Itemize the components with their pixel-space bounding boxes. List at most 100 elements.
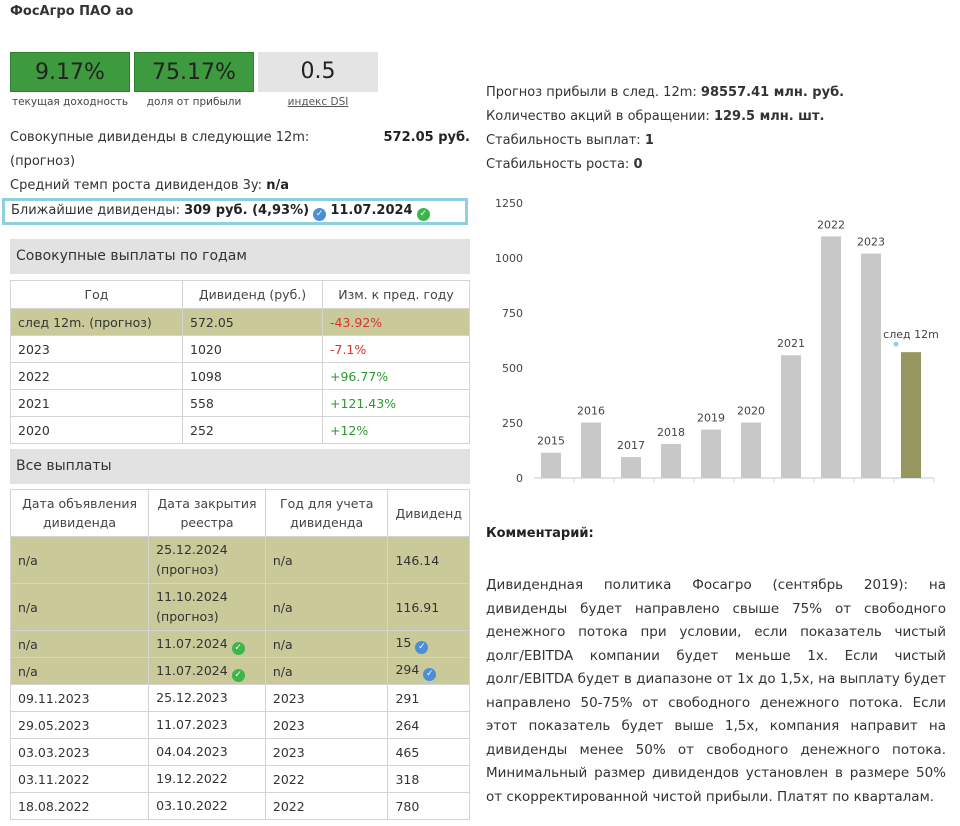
- payment-dividend-cell: 15 ✓: [387, 630, 470, 658]
- payment-close-date: 11.07.2024: [156, 662, 228, 678]
- bar-category-label: 2015: [537, 435, 565, 448]
- payment-announce-date: n/a: [9, 630, 150, 658]
- payment-row: 09.11.2023 25.12.2023 2023 291: [9, 684, 470, 712]
- growth-line: Средний темп роста дивидендов 3y: n/a: [10, 178, 289, 193]
- yearly-dividend: 572.05: [182, 308, 323, 336]
- chart-bar: [661, 443, 681, 478]
- payment-year: n/a: [264, 630, 389, 658]
- profit-value: 98557.41 млн. руб.: [700, 85, 845, 100]
- yearly-row: 2023 1020 -7.1%: [10, 335, 470, 363]
- payment-announce-date: 18.08.2022: [9, 792, 150, 820]
- payment-dividend: 264: [395, 717, 420, 733]
- payment-close-date: 25.12.2023: [156, 690, 228, 705]
- info-check-icon[interactable]: ✓: [423, 667, 437, 681]
- payment-dividend-cell: 318: [387, 765, 470, 793]
- dividends-chart: 1250 1000 750 500 250 0 2015 2016 2017 2018 2019 20…: [495, 197, 939, 485]
- info-check-icon[interactable]: ✓: [313, 208, 327, 221]
- payment-row: n/a 11.07.2024 ✓ n/a 15 ✓: [9, 630, 470, 658]
- payment-close-cell: 11.07.2024 ✓: [148, 657, 266, 685]
- payment-close-cell: 11.07.2023: [148, 711, 266, 739]
- yield-label: текущая доходность: [11, 96, 129, 108]
- payment-announce-date: n/a: [9, 657, 150, 685]
- payment-close-note: (прогноз): [156, 562, 219, 577]
- yearly-row: след 12m. (прогноз) 572.05 -43.92%: [10, 308, 470, 336]
- y-tick-label: 750: [502, 307, 523, 320]
- payment-dividend: 465: [395, 744, 420, 760]
- payment-dividend-cell: 291: [387, 684, 470, 712]
- payment-dividend-cell: 116.91: [387, 583, 470, 631]
- payment-row: 18.08.2022 03.10.2022 2022 780: [9, 792, 470, 820]
- yearly-year: 2023: [10, 335, 183, 363]
- bar-category-label: 2019: [697, 412, 725, 425]
- confirmed-check-icon: ✓: [231, 668, 245, 682]
- chart-bar: [781, 355, 801, 478]
- yearly-year: 2021: [10, 389, 183, 417]
- payment-row: n/a 25.12.2024 (прогноз) n/a 146.14: [9, 536, 470, 584]
- yearly-year: 2022: [10, 362, 183, 390]
- growth-stability: Стабильность роста: 0: [486, 157, 642, 172]
- payment-row: 03.11.2022 19.12.2022 2022 318: [9, 765, 470, 793]
- info-check-icon[interactable]: ✓: [415, 640, 429, 654]
- nearest-dividends-box: Ближайшие дивиденды: 309 руб. (4,93%) ✓ …: [2, 198, 468, 225]
- payment-close-date: 11.07.2024: [156, 635, 228, 651]
- bar-category-label: 2016: [577, 405, 605, 418]
- payment-announce-date: 09.11.2023: [9, 684, 150, 712]
- y-tick-label: 0: [516, 472, 523, 485]
- payment-dividend-cell: 264: [387, 711, 470, 739]
- col-payment: Дивиденд: [387, 489, 470, 537]
- payment-close-date: 11.10.2024: [156, 589, 228, 604]
- payment-year: 2023: [264, 738, 389, 766]
- shares-count: Количество акций в обращении: 129.5 млн.…: [486, 109, 824, 124]
- payment-dividend-cell: 146.14: [387, 536, 470, 584]
- payment-year: n/a: [264, 536, 389, 584]
- yearly-change: +12%: [322, 416, 470, 444]
- payment-dividend: 116.91: [395, 599, 440, 615]
- payment-stability: Стабильность выплат: 1: [486, 133, 654, 148]
- payment-dividend: 291: [395, 690, 420, 706]
- payment-close-cell: 19.12.2022: [148, 765, 266, 793]
- payment-dividend: 15: [395, 634, 412, 650]
- bar-category-label: 2020: [737, 405, 765, 418]
- growth-value: n/a: [266, 178, 289, 193]
- payments-table: Дата объявления дивиденда Дата закрытия …: [9, 489, 470, 820]
- bar-category-label: 2021: [777, 337, 805, 350]
- total-dividends-value: 572.05 руб.: [383, 130, 471, 145]
- yearly-section-header: Совокупные выплаты по годам: [10, 239, 470, 274]
- chart-bar: [541, 452, 561, 478]
- payment-announce-date: 29.05.2023: [9, 711, 150, 739]
- payment-close-cell: 25.12.2023: [148, 684, 266, 712]
- yearly-dividend: 558: [182, 389, 323, 417]
- payment-year: n/a: [264, 583, 389, 631]
- yearly-row: 2022 1098 +96.77%: [10, 362, 470, 390]
- yearly-change: -43.92%: [322, 308, 470, 336]
- confirmed-check-icon: ✓: [416, 208, 430, 221]
- payment-dividend-cell: 780: [387, 792, 470, 820]
- col-dividend: Дивиденд (руб.): [182, 280, 323, 309]
- chart-bar: [741, 422, 761, 478]
- y-tick-label: 500: [502, 362, 523, 375]
- forecast-marker: [893, 341, 899, 347]
- yearly-year: след 12m. (прогноз): [10, 308, 183, 336]
- chart-bar: [901, 352, 921, 478]
- stab-pay-label: Стабильность выплат:: [486, 133, 641, 148]
- dsi-link[interactable]: индекс DSI: [287, 96, 349, 108]
- col-close: Дата закрытия реестра: [148, 489, 266, 537]
- chart-bar: [861, 253, 881, 478]
- yearly-change: +121.43%: [322, 389, 470, 417]
- payment-year: 2022: [264, 765, 389, 793]
- yearly-dividend: 252: [182, 416, 323, 444]
- payment-announce-date: n/a: [9, 536, 150, 584]
- bar-category-label: след 12m: [883, 328, 939, 341]
- col-change: Изм. к пред. году: [322, 280, 470, 309]
- payment-row: 29.05.2023 11.07.2023 2023 264: [9, 711, 470, 739]
- yearly-dividend: 1098: [182, 362, 323, 390]
- payment-close-date: 25.12.2024: [156, 542, 228, 557]
- chart-bar: [621, 457, 641, 478]
- bar-category-label: 2018: [657, 426, 685, 439]
- stab-growth-label: Стабильность роста:: [486, 157, 630, 172]
- payment-row: n/a 11.10.2024 (прогноз) n/a 116.91: [9, 583, 470, 631]
- payment-close-cell: 11.07.2024 ✓: [148, 630, 266, 658]
- payment-dividend-cell: 465: [387, 738, 470, 766]
- yearly-year: 2020: [10, 416, 183, 444]
- bar-category-label: 2017: [617, 439, 645, 452]
